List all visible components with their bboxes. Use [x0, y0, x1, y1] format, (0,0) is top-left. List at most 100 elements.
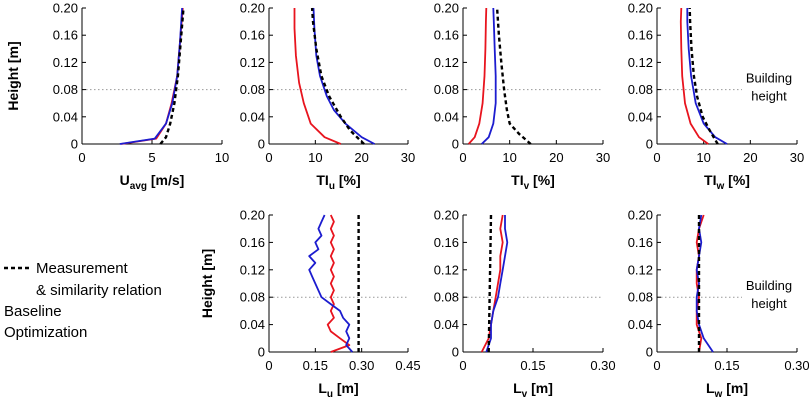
x-tick-label: 0.30	[590, 358, 615, 373]
series-baseline	[293, 8, 342, 145]
x-tick-label: 0	[265, 358, 272, 373]
x-axis-label: Lv [m]	[513, 380, 553, 400]
panel-l-v: 0 0.04 0.08 0.12 0.16 0.20 0 0.15 0.30 Lv [m]	[434, 208, 616, 401]
x-axis-label: Lu [m]	[318, 380, 358, 400]
y-tick-label: 0.16	[434, 28, 459, 43]
x-axis-label: Lw [m]	[706, 380, 748, 400]
series-measurement	[495, 7, 532, 145]
building-height-annotation: Building	[746, 278, 792, 293]
y-tick-label: 0.16	[434, 235, 459, 250]
legend: Measurement & similarity relation Baseline…	[4, 260, 162, 341]
series-optimization	[308, 214, 354, 353]
series-baseline	[679, 7, 709, 145]
y-tick-label: 0.12	[240, 262, 265, 277]
y-tick-label: 0	[646, 345, 653, 360]
x-tick-label: 10	[696, 150, 710, 165]
panel-ti-u: 0 0.04 0.08 0.12 0.16 0.20 0 10 20 30 TIu [%]	[240, 1, 416, 193]
y-tick-label: 0	[452, 137, 459, 152]
building-height-annotation: Building	[746, 71, 792, 86]
y-tick-label: 0.04	[628, 109, 653, 124]
y-tick-label: 0.08	[240, 290, 265, 305]
y-axis-label: Height [m]	[5, 41, 21, 110]
legend-label-optimization: Optimization	[4, 324, 87, 341]
x-tick-label: 0	[78, 150, 85, 165]
y-tick-label: 0.12	[240, 55, 265, 70]
building-height-annotation: height	[751, 296, 787, 311]
y-tick-label: 0.20	[434, 1, 459, 16]
x-tick-label: 0	[265, 150, 272, 165]
y-tick-label: 0.04	[53, 109, 78, 124]
series-measurement	[159, 7, 185, 145]
y-tick-label: 0.12	[434, 262, 459, 277]
y-tick-label: 0	[452, 345, 459, 360]
x-tick-label: 30	[401, 150, 415, 165]
y-tick-label: 0.08	[434, 82, 459, 97]
series-optimization	[485, 215, 509, 353]
legend-label-measurement: Measurement	[36, 260, 129, 277]
x-tick-label: 0	[653, 150, 660, 165]
y-tick-label: 0.08	[434, 290, 459, 305]
x-tick-label: 20	[743, 150, 757, 165]
y-tick-label: 0.04	[628, 317, 653, 332]
panel-ti-v: 0 0.04 0.08 0.12 0.16 0.20 0 10 20 30 TIv [%]	[434, 1, 611, 193]
y-tick-label: 0.04	[240, 317, 265, 332]
series-optimization	[119, 7, 183, 145]
x-tick-label: 5	[148, 150, 155, 165]
series-baseline	[467, 7, 488, 145]
x-tick-label: 10	[308, 150, 322, 165]
series-measurement	[688, 7, 719, 145]
x-tick-label: 0.30	[784, 358, 809, 373]
y-tick-label: 0.16	[628, 235, 653, 250]
legend-label-baseline: Baseline	[4, 303, 62, 320]
y-tick-label: 0.08	[53, 82, 78, 97]
series-baseline	[121, 7, 184, 145]
x-axis-label: TIv [%]	[511, 172, 555, 192]
series-measurement	[487, 214, 493, 353]
x-tick-label: 10	[502, 150, 516, 165]
y-tick-label: 0.20	[53, 1, 78, 16]
x-tick-label: 0	[459, 358, 466, 373]
panel-u-avg: 0 0.04 0.08 0.12 0.16 0.20 0 5 10 Uavg [m/s] Heigh…	[5, 1, 229, 193]
y-tick-label: 0	[258, 137, 265, 152]
y-tick-label: 0.16	[53, 28, 78, 43]
x-tick-label: 0.15	[303, 358, 328, 373]
x-tick-label: 0.15	[714, 358, 739, 373]
x-tick-label: 30	[596, 150, 610, 165]
x-tick-label: 30	[790, 150, 804, 165]
panel-l-u: 0 0.04 0.08 0.12 0.16 0.20 0 0.15 0.30 0.45 Lu [m]…	[199, 208, 421, 401]
legend-label-measurement-line2: & similarity relation	[36, 282, 162, 299]
x-tick-label: 10	[215, 150, 229, 165]
y-tick-label: 0.16	[628, 28, 653, 43]
y-tick-label: 0.20	[628, 1, 653, 16]
y-tick-label: 0	[646, 137, 653, 152]
building-height-annotation: height	[751, 89, 787, 104]
y-tick-label: 0.12	[628, 262, 653, 277]
y-tick-label: 0.08	[628, 290, 653, 305]
x-axis-label: TIw [%]	[704, 172, 750, 192]
y-axis-label: Height [m]	[199, 249, 215, 318]
x-tick-label: 0.15	[520, 358, 545, 373]
y-tick-label: 0.08	[628, 82, 653, 97]
panel-ti-w: 0 0.04 0.08 0.12 0.16 0.20 0 10 20 30 TIw [%] Build…	[628, 1, 805, 193]
y-tick-label: 0	[71, 137, 78, 152]
y-tick-label: 0.12	[628, 55, 653, 70]
x-tick-label: 20	[549, 150, 563, 165]
series-optimization	[695, 214, 714, 353]
x-tick-label: 0.30	[349, 358, 374, 373]
y-tick-label: 0.04	[434, 317, 459, 332]
y-tick-label: 0.04	[240, 109, 265, 124]
series-measurement	[310, 7, 365, 145]
x-tick-label: 0.45	[395, 358, 420, 373]
y-tick-label: 0.08	[240, 82, 265, 97]
y-tick-label: 0.16	[240, 235, 265, 250]
series-optimization	[481, 7, 497, 145]
x-tick-label: 0	[459, 150, 466, 165]
y-tick-label: 0.12	[434, 55, 459, 70]
y-tick-label: 0.04	[434, 109, 459, 124]
x-tick-label: 0	[653, 358, 660, 373]
x-tick-label: 20	[354, 150, 368, 165]
y-tick-label: 0.20	[240, 208, 265, 223]
panel-l-w: 0 0.04 0.08 0.12 0.16 0.20 0 0.15 0.30 Lw [m] Buil…	[628, 208, 809, 401]
y-tick-label: 0	[258, 345, 265, 360]
